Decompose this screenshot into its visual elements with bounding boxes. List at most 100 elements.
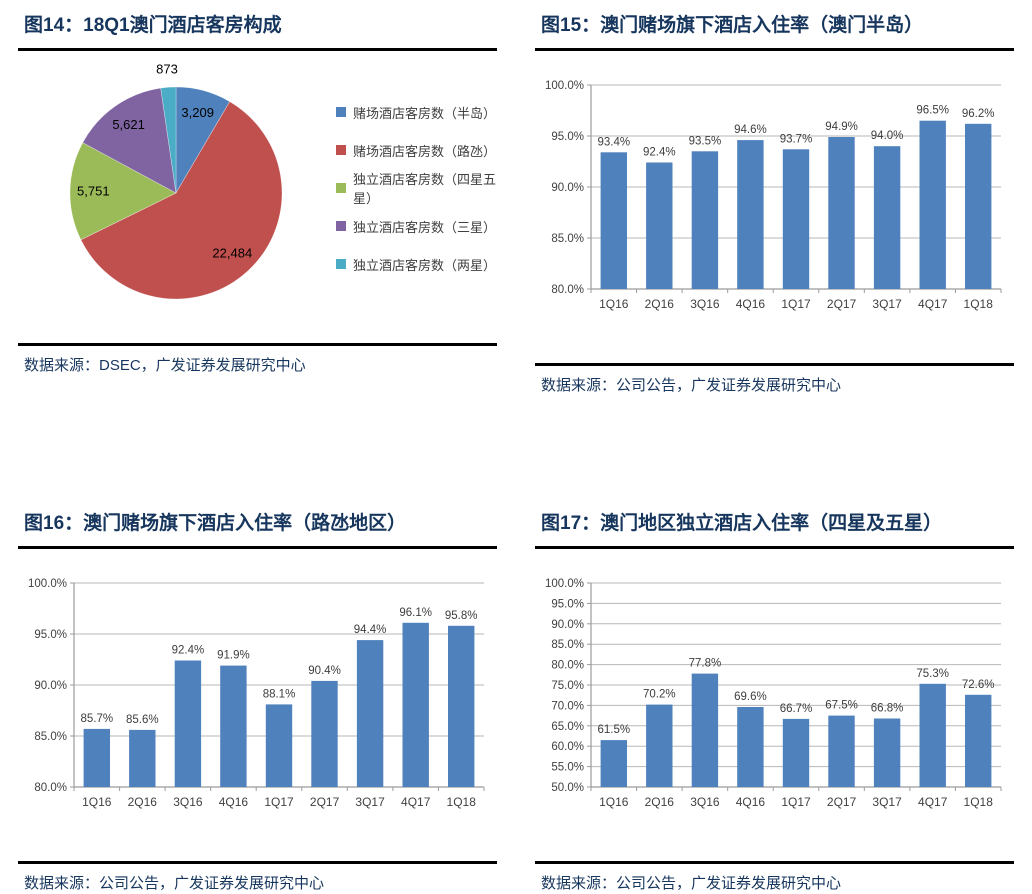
bar-3Q17 [873, 718, 901, 787]
figure-16-chart-area: 80.0% 85.0% 90.0% 95.0% 100.0% 85.7% 1Q16 85.6%… [18, 549, 497, 861]
report-page: 图14：18Q1澳门酒店客房构成 3,209 22,484 5,751 5,621 87… [18, 0, 1014, 892]
x-category-label: 1Q17 [781, 795, 811, 809]
bar-data-label: 93.5% [689, 135, 722, 147]
figure-17-source-rule [535, 861, 1014, 864]
x-category-label: 4Q17 [401, 795, 431, 809]
legend-label: 独立酒店客房数（三星） [353, 219, 497, 235]
pie-legend: 赌场酒店客房数（半岛） 赌场酒店客房数（路氹） 独立酒店客房数（四星五星） 独立酒店客… [336, 93, 497, 343]
figure-15: 图15：澳门赌场旗下酒店入住率（澳门半岛） 80.0% 85.0% 90.0% 95.… [535, 0, 1014, 396]
y-tick-label: 95.0% [551, 131, 584, 143]
y-tick-label: 90.0% [551, 182, 584, 194]
bar-2Q16 [646, 162, 673, 289]
pie-slice-3 [82, 87, 177, 194]
bar-1Q17 [265, 704, 293, 787]
x-category-label: 3Q17 [872, 795, 902, 809]
legend-item: 独立酒店客房数（两星） [336, 245, 497, 283]
figure-17-title-rule [535, 546, 1014, 549]
bar-data-label: 96.5% [916, 105, 949, 117]
bar-data-label: 93.7% [780, 133, 813, 145]
figure-14-source-rule [18, 343, 497, 346]
x-category-label: 1Q18 [447, 795, 477, 809]
bar-chart-svg: 80.0% 85.0% 90.0% 95.0% 100.0% 85.7% 1Q16 85.6%… [28, 578, 485, 809]
bar-1Q18 [965, 123, 992, 289]
y-tick-label: 100.0% [545, 578, 584, 590]
y-tick-label: 70.0% [551, 700, 584, 712]
legend-swatch-icon [336, 145, 346, 155]
figure-15-source: 数据来源：公司公告，广发证券发展研究中心 [541, 377, 842, 394]
x-category-label: 1Q16 [599, 297, 629, 311]
figure-14-title: 图14：18Q1澳门酒店客房构成 [24, 15, 282, 36]
figure-16: 图16：澳门赌场旗下酒店入住率（路氹地区） 80.0% 85.0% 90.0% 95.… [18, 498, 497, 894]
bar-data-label: 94.0% [871, 130, 904, 142]
figure-14: 图14：18Q1澳门酒店客房构成 3,209 22,484 5,751 5,621 87… [18, 0, 497, 396]
legend-item: 赌场酒店客房数（路氹） [336, 131, 497, 169]
bar-data-label: 96.2% [962, 108, 995, 120]
y-tick-label: 95.0% [551, 598, 584, 610]
pie-data-label: 873 [156, 61, 178, 76]
bar-4Q16 [737, 140, 764, 289]
figure-17-chart-area: 50.0% 55.0% 60.0% 65.0% 70.0% 75.0% 80.0% 85.0%… [535, 549, 1014, 861]
x-category-label: 1Q17 [781, 297, 811, 311]
y-tick-label: 75.0% [551, 680, 584, 692]
y-tick-label: 80.0% [34, 782, 67, 794]
x-category-label: 1Q18 [964, 297, 994, 311]
pie-data-label: 22,484 [212, 246, 252, 261]
x-category-label: 2Q16 [645, 795, 675, 809]
figure-17-title: 图17：澳门地区独立酒店入住率（四星及五星） [541, 513, 943, 534]
x-category-label: 1Q17 [264, 795, 294, 809]
figure-15-chart-area: 80.0% 85.0% 90.0% 95.0% 100.0% 93.4% 1Q16 92.4%… [535, 51, 1014, 363]
bar-data-label: 91.9% [217, 650, 250, 662]
pie-chart-svg: 3,209 22,484 5,751 5,621 873 [69, 61, 283, 300]
bar-4Q16 [220, 665, 247, 787]
bar-1Q17 [782, 718, 810, 787]
figure-16-source: 数据来源：公司公告，广发证券发展研究中心 [24, 875, 325, 892]
legend-label: 独立酒店客房数（两星） [353, 257, 497, 273]
x-category-label: 2Q17 [827, 297, 857, 311]
figure-16-title-rule [18, 546, 497, 549]
y-tick-label: 80.0% [551, 284, 584, 296]
bar-data-label: 66.8% [871, 703, 904, 715]
bar-data-label: 69.6% [734, 691, 767, 703]
figure-14-chart-area: 3,209 22,484 5,751 5,621 873 赌场酒店客房数（半岛） 赌场酒店… [18, 51, 497, 343]
bar-2Q17 [828, 715, 855, 787]
figure-14-source: 数据来源：DSEC，广发证券发展研究中心 [24, 357, 306, 374]
bar-data-label: 90.4% [308, 665, 341, 677]
x-category-label: 4Q16 [736, 795, 766, 809]
x-category-label: 4Q16 [736, 297, 766, 311]
bar-data-label: 92.4% [643, 147, 676, 159]
y-tick-label: 65.0% [551, 721, 584, 733]
figure-15-title: 图15：澳门赌场旗下酒店入住率（澳门半岛） [541, 15, 924, 36]
x-category-label: 3Q16 [690, 297, 720, 311]
bar-chart-svg: 80.0% 85.0% 90.0% 95.0% 100.0% 93.4% 1Q16 92.4%… [545, 80, 1002, 311]
x-category-label: 3Q17 [872, 297, 902, 311]
x-category-label: 3Q16 [690, 795, 720, 809]
bar-1Q16 [83, 728, 110, 787]
legend-label: 赌场酒店客房数（半岛） [353, 105, 497, 121]
bar-2Q16 [646, 704, 673, 787]
y-tick-label: 85.0% [34, 731, 67, 743]
bar-data-label: 95.8% [445, 610, 478, 622]
y-tick-label: 60.0% [551, 741, 584, 753]
pie-slice-2 [69, 142, 177, 241]
y-tick-label: 90.0% [34, 680, 67, 692]
x-category-label: 2Q17 [827, 795, 857, 809]
x-category-label: 1Q18 [964, 795, 994, 809]
x-category-label: 1Q16 [599, 795, 629, 809]
figure-14-title-rule [18, 48, 497, 51]
legend-item: 独立酒店客房数（四星五星） [336, 169, 497, 207]
pie-slice-1 [80, 101, 283, 300]
bar-data-label: 67.5% [825, 700, 858, 712]
figure-17: 图17：澳门地区独立酒店入住率（四星及五星） 50.0% 55.0% 60.0% 65… [535, 498, 1014, 894]
bar-1Q16 [600, 152, 627, 289]
bar-3Q16 [691, 151, 719, 289]
bar-chart-svg: 50.0% 55.0% 60.0% 65.0% 70.0% 75.0% 80.0% 85.0%… [545, 578, 1002, 809]
bar-1Q18 [448, 625, 475, 787]
bar-data-label: 85.6% [126, 714, 159, 726]
figure-16-title: 图16：澳门赌场旗下酒店入住率（路氹地区） [24, 513, 407, 534]
pie-data-label: 5,751 [77, 183, 110, 198]
bar-data-label: 94.4% [354, 624, 387, 636]
bar-3Q17 [356, 640, 384, 787]
bar-4Q17 [402, 622, 429, 787]
bar-4Q16 [737, 707, 764, 787]
bar-data-label: 77.8% [689, 658, 722, 670]
